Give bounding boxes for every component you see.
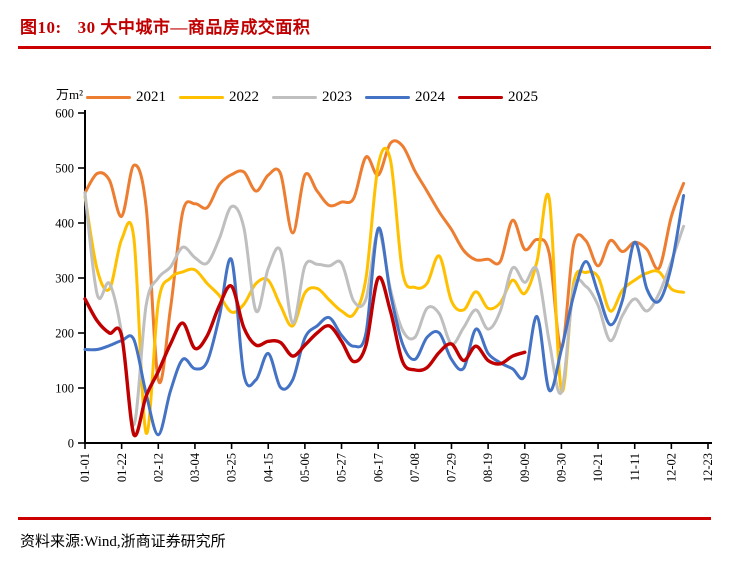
chart-legend: 2021 2022 2023 2024 2025 [86, 90, 551, 105]
data-source-note: 资料来源:Wind,浙商证券研究所 [20, 534, 226, 550]
x-tick-label: 12-23 [701, 453, 715, 482]
legend-label-2025: 2025 [508, 89, 538, 105]
figure-title: 图10: 30 大中城市—商品房成交面积 [20, 13, 310, 38]
legend-label-2022: 2022 [229, 89, 259, 105]
legend-item-2024: 2024 [365, 90, 445, 105]
series-line-2022 [83, 146, 686, 435]
x-tick-label: 07-08 [408, 453, 422, 482]
y-tick-label: 400 [55, 217, 74, 231]
x-tick-label: 03-25 [225, 453, 239, 482]
legend-label-2024: 2024 [415, 89, 445, 105]
x-tick-label: 01-01 [78, 453, 92, 482]
x-tick-label: 11-11 [628, 453, 642, 481]
line-chart: 0 100 200 300 400 500 600 01-01 01-22 02-12 03-04 0… [55, 107, 715, 483]
x-tick-label: 03-04 [188, 452, 202, 482]
footer-rule [18, 517, 711, 520]
legend-item-2023: 2023 [272, 90, 352, 105]
x-tick-label: 02-12 [151, 453, 165, 482]
y-tick-label: 300 [55, 272, 74, 286]
legend-swatch-2022 [179, 95, 224, 100]
series-line-2023 [83, 191, 686, 427]
x-tick-label: 05-27 [335, 453, 349, 482]
y-tick-label: 0 [68, 437, 74, 451]
legend-swatch-2021 [86, 95, 131, 100]
x-tick-label: 12-02 [664, 453, 678, 482]
x-tick-label: 08-19 [481, 453, 495, 482]
y-tick-label: 100 [55, 382, 74, 396]
x-tick-label: 10-21 [591, 453, 605, 482]
x-tick-label: 06-17 [371, 453, 385, 482]
series-line-2024 [83, 194, 686, 437]
legend-label-2021: 2021 [136, 89, 166, 105]
y-tick-label: 500 [55, 162, 74, 176]
x-tick-label: 09-30 [555, 453, 569, 482]
y-axis-unit-label: 万m² [56, 87, 84, 102]
legend-swatch-2023 [272, 95, 317, 100]
x-tick-label: 09-09 [518, 453, 532, 482]
x-tick-label: 07-29 [445, 453, 459, 482]
legend-swatch-2024 [365, 95, 410, 100]
axis-lines [84, 110, 712, 444]
legend-label-2023: 2023 [322, 89, 352, 105]
title-rule [18, 46, 711, 49]
figure-title-text: 30 大中城市—商品房成交面积 [77, 18, 311, 37]
x-tick-label: 01-22 [115, 453, 129, 482]
x-tick-label: 04-15 [261, 453, 275, 482]
figure-number: 图10: [20, 18, 62, 37]
y-tick-label: 600 [55, 107, 74, 121]
series-line-2025 [83, 275, 527, 438]
x-tick-label: 05-06 [298, 453, 312, 482]
y-tick-label: 200 [55, 327, 74, 341]
legend-item-2022: 2022 [179, 90, 259, 105]
legend-item-2025: 2025 [458, 90, 538, 105]
legend-swatch-2025 [458, 95, 503, 100]
legend-item-2021: 2021 [86, 90, 166, 105]
